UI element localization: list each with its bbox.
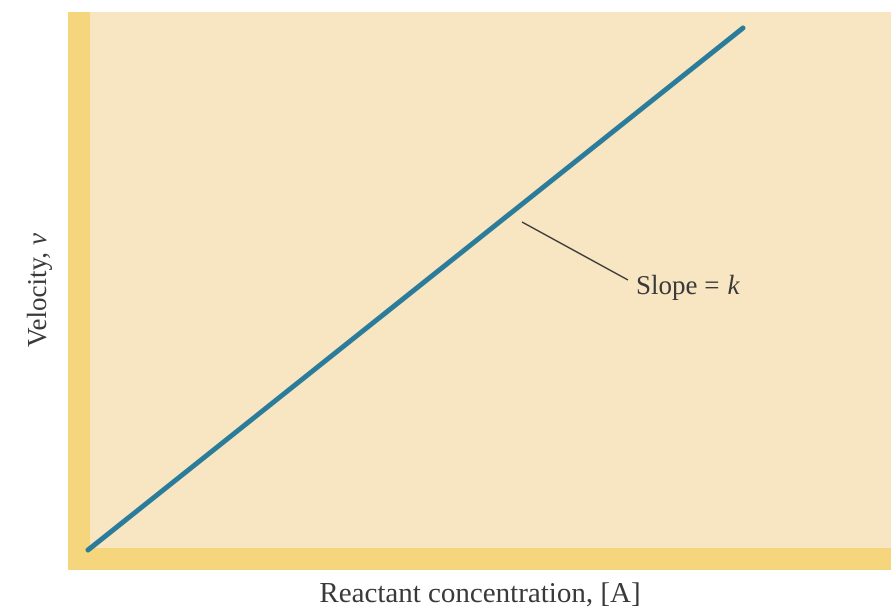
annotation: Slope = k bbox=[636, 270, 740, 300]
y-label-symbol: v bbox=[22, 233, 52, 245]
y-axis-label: Velocity, v bbox=[22, 233, 52, 347]
x-axis-label: Reactant concentration, [A] bbox=[319, 577, 640, 609]
y-axis-band bbox=[68, 12, 90, 570]
annotation-symbol: k bbox=[727, 270, 740, 300]
leader-line bbox=[521, 221, 629, 281]
annotation-text: Slope = bbox=[636, 270, 719, 300]
rate-line bbox=[85, 25, 746, 553]
y-label-text: Velocity, bbox=[22, 252, 52, 347]
x-axis-band bbox=[68, 548, 891, 570]
plot-area bbox=[68, 12, 891, 570]
